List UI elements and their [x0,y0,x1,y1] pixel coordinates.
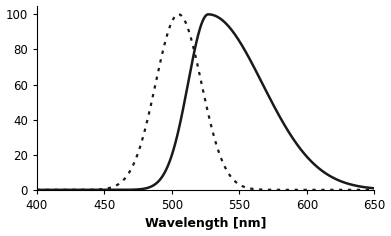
X-axis label: Wavelength [nm]: Wavelength [nm] [145,217,266,230]
